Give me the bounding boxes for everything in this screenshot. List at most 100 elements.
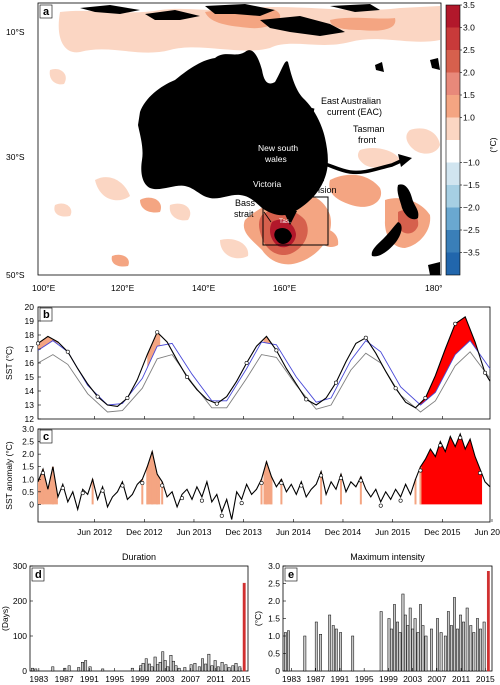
panel-d-duration: 0 100 200 300 1983 1987 1991 1995 1999 2003 2007 20… xyxy=(0,552,251,684)
lon-tick-160e: 160°E xyxy=(273,283,297,293)
label-eac-line1: East Australian xyxy=(321,96,381,106)
panel-d-bar xyxy=(197,666,201,672)
colorbar-tick-label: −3.5 xyxy=(463,248,480,258)
panel-e-bar xyxy=(287,630,290,672)
panel-c-bar xyxy=(161,481,164,505)
panel-b-point xyxy=(155,330,160,335)
panel-d-title: Duration xyxy=(122,552,156,562)
panel-e-bar xyxy=(351,635,355,672)
panel-e-bar xyxy=(456,628,459,672)
panel-c-bar xyxy=(41,469,44,505)
panel-d-xtick-label: 2007 xyxy=(181,674,200,684)
label-tas: Tas. xyxy=(279,218,291,225)
colorbar-unit: (°C) xyxy=(488,137,498,152)
panel-e-bar xyxy=(393,604,396,672)
map-content xyxy=(49,4,441,275)
panel-d-bar xyxy=(130,667,134,672)
panel-e-bar xyxy=(436,618,439,672)
panel-b-ytick-label: 17 xyxy=(25,344,35,354)
colorbar-tick-label: 1.0 xyxy=(463,113,475,123)
panel-c-bar xyxy=(51,466,54,505)
panel-d-frame xyxy=(29,565,249,672)
panel-e-bar xyxy=(416,632,420,672)
panel-b-point xyxy=(95,394,100,399)
panel-d-ytick-label: 200 xyxy=(13,596,27,606)
panel-d-bar xyxy=(166,666,170,672)
panel-e-bar xyxy=(303,635,307,672)
panel-b-point xyxy=(334,380,339,385)
panel-c-ylabel: SST anomaly (°C) xyxy=(4,441,14,510)
colorbar-swatch xyxy=(446,95,460,118)
panel-e-intensity: 0 0.5 1.0 1.5 2.0 2.5 3.0 1983 1987 1991 1995 1999 2… xyxy=(253,552,495,684)
panel-d-bar xyxy=(80,662,84,672)
panel-b-point xyxy=(304,397,309,402)
panel-c-ytick-label: 0 xyxy=(29,499,34,509)
colorbar-tick-label: 3.5 xyxy=(463,0,475,10)
panel-c-point xyxy=(378,503,383,508)
panel-c-ytick-label: 2.0 xyxy=(22,449,34,459)
panel-d-bar xyxy=(201,658,204,672)
panel-e-xtick-label: 1991 xyxy=(330,674,349,684)
panel-b-letter-box xyxy=(39,307,53,322)
panel-c-letter-box xyxy=(39,429,53,444)
panel-d-bar xyxy=(158,662,162,672)
panel-e-bar xyxy=(331,625,335,672)
panel-e-bar xyxy=(403,614,407,672)
colorbar-swatch xyxy=(446,140,460,163)
panel-c-ytick-label: 3.0 xyxy=(22,424,34,434)
panel-b-ylabel: SST (°C) xyxy=(4,346,14,380)
panel-e-bar xyxy=(314,621,318,672)
colorbar-swatch xyxy=(446,252,460,275)
panel-e-xtick-label: 1999 xyxy=(379,674,398,684)
panel-e-ytick-label: 3.0 xyxy=(268,561,280,571)
panel-e-ylabel: (°C) xyxy=(253,611,263,626)
panel-d-bar xyxy=(210,665,214,672)
panel-d-ytick-label: 300 xyxy=(13,561,27,571)
panel-c-bar xyxy=(260,479,263,505)
panel-c-bar xyxy=(359,476,362,505)
panel-d-bar xyxy=(220,662,224,672)
label-tasman-line2: front xyxy=(358,135,377,145)
panel-b-event-fill xyxy=(147,332,161,368)
panel-b-point xyxy=(65,349,70,354)
panel-d-letter-box xyxy=(31,567,45,582)
panel-e-bar xyxy=(486,571,490,672)
panel-e-bar xyxy=(482,621,486,672)
panel-e-ytick-label: 0 xyxy=(275,666,280,676)
panel-c-bar xyxy=(419,466,422,505)
panel-e-bar xyxy=(284,632,287,672)
panel-e-bar xyxy=(462,621,465,672)
panel-b-point xyxy=(423,395,428,400)
panel-c-xtick-label: Dec 2015 xyxy=(424,527,461,537)
panel-c-bar xyxy=(270,476,273,505)
panel-e-bar xyxy=(453,597,456,672)
panel-e-ytick-label: 2.5 xyxy=(268,579,280,589)
panel-c-point xyxy=(120,483,125,488)
lon-tick-100e: 100°E xyxy=(32,283,56,293)
panel-b-ytick-label: 14 xyxy=(25,386,35,396)
colorbar-frame xyxy=(445,4,461,276)
panel-e-letter-box xyxy=(284,567,298,582)
panel-c-point xyxy=(80,491,85,496)
panel-d-bar xyxy=(67,665,71,672)
panel-d-bar xyxy=(84,660,88,672)
panel-b-point xyxy=(453,321,458,326)
panel-c-xtick-label: Dec 2014 xyxy=(325,527,362,537)
panel-b-point xyxy=(274,348,279,353)
panel-d-xtick-label: 2003 xyxy=(156,674,175,684)
colorbar-tick-label: 3.0 xyxy=(463,23,475,33)
colorbar-swatch xyxy=(446,162,460,185)
bass-strait-pointer xyxy=(263,211,272,223)
panel-d-bar xyxy=(204,663,208,672)
label-eac-ext-line2: extension xyxy=(298,185,337,195)
colorbar-tick-label: 1.5 xyxy=(463,90,475,100)
panel-e-bar xyxy=(446,611,450,672)
panel-c-point xyxy=(398,498,403,503)
panel-e-xtick-label: 1995 xyxy=(355,674,374,684)
panel-c-event-fill xyxy=(420,434,483,505)
panel-a-letter-box xyxy=(39,4,53,19)
panel-e-bar xyxy=(396,621,399,672)
lat-tick-50s: 50°S xyxy=(6,270,25,280)
panel-d-bar xyxy=(101,668,105,672)
panel-d-bar xyxy=(227,667,231,672)
